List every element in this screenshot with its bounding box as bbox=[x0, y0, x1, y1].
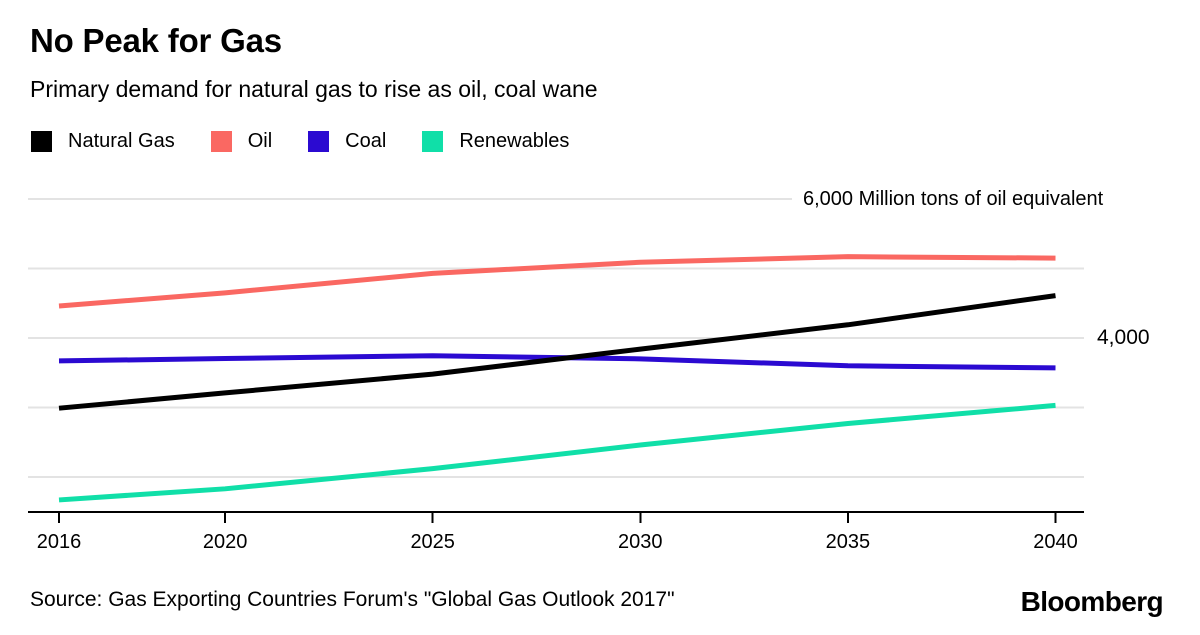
x-tick-label-2030: 2030 bbox=[618, 531, 663, 553]
legend-item-renewables: Renewables bbox=[422, 130, 569, 153]
legend-label-renewables: Renewables bbox=[459, 130, 570, 152]
legend-swatch-renewables bbox=[422, 131, 444, 152]
legend-item-natural-gas: Natural Gas bbox=[31, 130, 175, 153]
series-line-coal bbox=[58, 353, 1056, 371]
x-axis-tick-labels: 2016 2020 2025 2030 2035 2040 bbox=[0, 531, 1200, 559]
y-axis-4000-label: 4,000 bbox=[1097, 326, 1150, 349]
x-tick-label-2025: 2025 bbox=[410, 531, 455, 553]
x-tick-label-2040: 2040 bbox=[1033, 531, 1078, 553]
legend-item-oil: Oil bbox=[210, 130, 273, 153]
chart-title: No Peak for Gas bbox=[30, 22, 282, 59]
x-tick-label-2016: 2016 bbox=[36, 531, 82, 553]
y-axis-unit-label: 6,000 Million tons of oil equivalent bbox=[803, 188, 1104, 210]
source-attribution: Source: Gas Exporting Countries Forum's … bbox=[30, 588, 675, 611]
legend-swatch-natural-gas bbox=[31, 131, 52, 152]
series-line-renewables bbox=[58, 402, 1056, 503]
series-line-oil bbox=[58, 254, 1056, 309]
bloomberg-logo: Bloomberg bbox=[1020, 586, 1164, 617]
legend-item-coal: Coal bbox=[308, 130, 386, 153]
series-line-natural-gas bbox=[58, 293, 1056, 411]
legend-swatch-oil bbox=[210, 131, 232, 152]
x-tick-label-2035: 2035 bbox=[825, 531, 871, 553]
legend-label-natural-gas: Natural Gas bbox=[68, 130, 175, 152]
legend-label-oil: Oil bbox=[247, 130, 273, 152]
chart-subtitle: Primary demand for natural gas to rise a… bbox=[30, 76, 598, 102]
chart-legend: Natural Gas Oil Coal Renewables bbox=[31, 130, 605, 153]
legend-swatch-coal bbox=[308, 131, 330, 152]
legend-label-coal: Coal bbox=[345, 130, 387, 152]
x-tick-label-2020: 2020 bbox=[202, 531, 248, 553]
